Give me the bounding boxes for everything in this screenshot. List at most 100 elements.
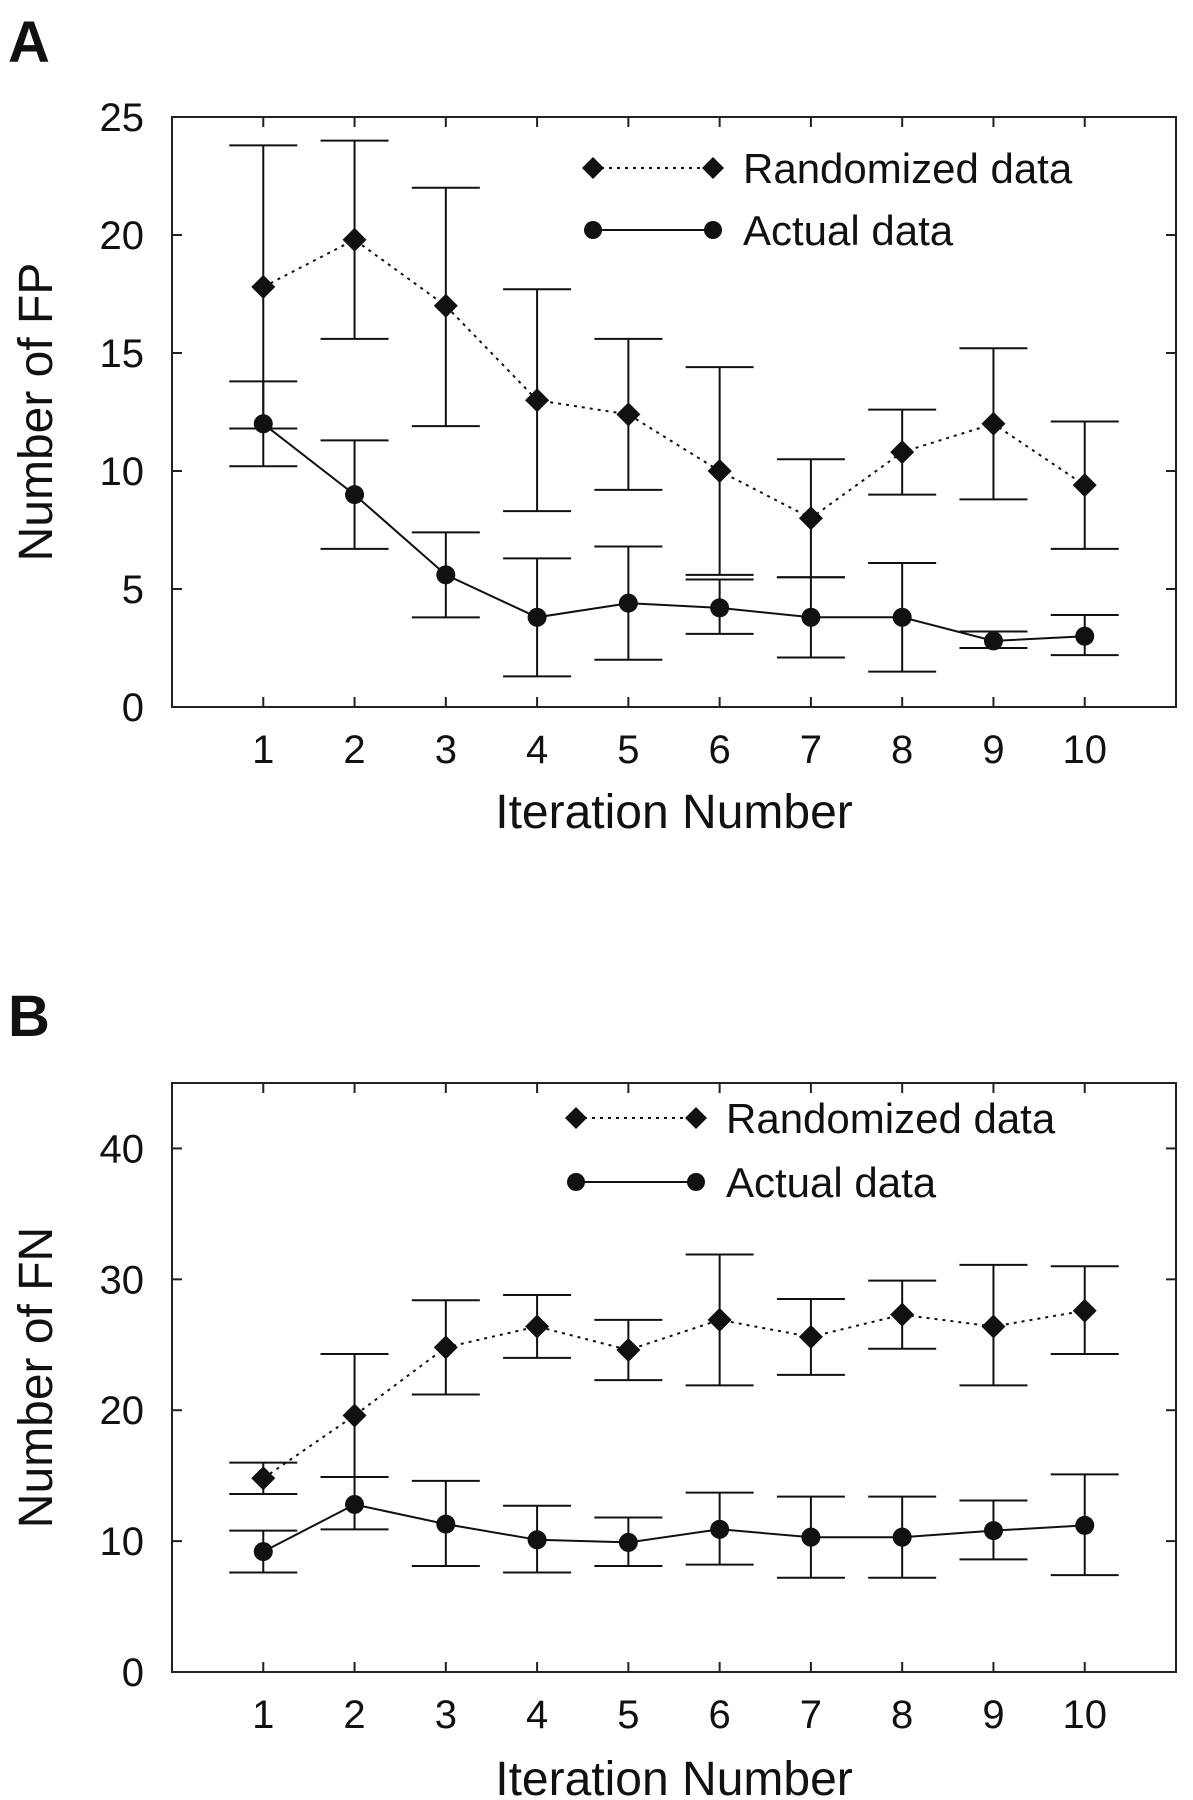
point-circle <box>253 414 273 434</box>
panel-letter: A <box>8 10 50 75</box>
point-circle <box>345 485 365 505</box>
series-line <box>262 423 1085 642</box>
x-tick-label: 10 <box>1062 1693 1107 1737</box>
point-circle <box>527 607 547 627</box>
legend-label: Actual data <box>743 207 954 254</box>
point-diamond <box>616 1338 641 1363</box>
point-circle <box>1075 626 1095 646</box>
x-tick-label: 5 <box>617 728 639 772</box>
x-tick-label: 8 <box>891 1693 913 1737</box>
y-tick-label: 20 <box>100 1389 145 1433</box>
series-line <box>262 1309 1085 1480</box>
x-tick-label: 3 <box>435 728 457 772</box>
point-circle <box>892 1527 912 1547</box>
point-diamond <box>525 388 550 413</box>
legend-label: Randomized data <box>743 145 1073 192</box>
series-randomized <box>229 1253 1119 1495</box>
point-diamond <box>616 402 641 427</box>
point-diamond <box>433 293 458 318</box>
series-actual <box>229 380 1119 678</box>
y-axis-label: Number of FP <box>10 263 63 562</box>
point-circle <box>436 1514 456 1534</box>
x-tick-label: 6 <box>709 1693 731 1737</box>
x-tick-label: 9 <box>982 728 1004 772</box>
series-line <box>262 1503 1085 1553</box>
y-tick-label: 25 <box>100 96 145 140</box>
point-diamond <box>1072 473 1097 498</box>
x-tick-label: 1 <box>252 728 274 772</box>
point-diamond <box>890 440 915 465</box>
y-tick-label: 0 <box>122 1651 144 1695</box>
x-tick-label: 4 <box>526 728 548 772</box>
legend-marker-diamond <box>582 157 604 179</box>
y-tick-label: 10 <box>100 1520 145 1564</box>
point-circle <box>801 607 821 627</box>
legend-marker-diamond <box>702 157 724 179</box>
chart-panel-b: B 0 10 20 30 40 1 2 3 4 5 6 7 8 9 10 Iteration Number Num… <box>8 984 1177 1800</box>
y-tick-label: 10 <box>100 450 145 494</box>
point-diamond <box>981 411 1006 436</box>
point-diamond <box>1072 1298 1097 1323</box>
legend-marker-circle <box>567 1173 585 1191</box>
point-diamond <box>525 1314 550 1339</box>
x-axis-label: Iteration Number <box>495 786 853 839</box>
legend-marker-circle <box>704 221 722 239</box>
point-circle <box>436 565 456 585</box>
x-tick-label: 2 <box>343 1693 365 1737</box>
x-tick-label: 3 <box>435 1693 457 1737</box>
plot-frame <box>171 116 1177 708</box>
point-diamond <box>707 459 732 483</box>
legend-marker-circle <box>687 1173 705 1191</box>
point-circle <box>618 593 638 613</box>
point-diamond <box>251 274 276 299</box>
x-tick-label: 6 <box>709 728 731 772</box>
x-tick-label: 7 <box>800 728 822 772</box>
series-actual <box>229 1473 1119 1579</box>
point-circle <box>527 1530 547 1550</box>
legend-label: Actual data <box>726 1159 937 1206</box>
series-randomized <box>229 139 1119 579</box>
point-diamond <box>890 1302 915 1327</box>
panel-letter: B <box>8 984 50 1049</box>
x-tick-label: 7 <box>800 1693 822 1737</box>
point-circle <box>983 1521 1003 1541</box>
point-circle <box>892 607 912 627</box>
x-axis-label: Iteration Number <box>495 1753 853 1800</box>
x-tick-label: 1 <box>252 1693 274 1737</box>
point-circle <box>618 1532 638 1552</box>
y-tick-label: 30 <box>100 1258 145 1302</box>
y-tick-label: 15 <box>100 332 145 376</box>
x-tick-label: 8 <box>891 728 913 772</box>
point-diamond <box>251 1466 276 1491</box>
plot-frame <box>171 1082 1177 1673</box>
x-tick-label: 2 <box>343 728 365 772</box>
legend: Randomized data Actual data <box>565 1095 1056 1206</box>
point-diamond <box>798 1324 823 1349</box>
point-diamond <box>707 1307 732 1332</box>
series-line <box>262 238 1086 520</box>
x-tick-label: 5 <box>617 1693 639 1737</box>
chart-panel-a: A 0 5 10 15 20 25 1 2 3 4 5 6 7 8 9 10 Iteration Number Nu… <box>8 10 1177 839</box>
y-axis-label: Number of FN <box>10 1227 63 1528</box>
y-tick-label: 0 <box>122 686 144 730</box>
legend-marker-diamond <box>565 1107 587 1129</box>
y-tick-label: 40 <box>100 1127 145 1171</box>
point-circle <box>1075 1515 1095 1535</box>
point-circle <box>345 1494 365 1514</box>
y-tick-label: 20 <box>100 214 145 258</box>
legend-label: Randomized data <box>726 1095 1056 1142</box>
point-diamond <box>798 506 823 531</box>
point-diamond <box>342 227 367 252</box>
legend-marker-circle <box>584 221 602 239</box>
point-circle <box>253 1542 273 1562</box>
point-circle <box>801 1527 821 1547</box>
point-diamond <box>433 1335 458 1360</box>
point-circle <box>983 631 1003 651</box>
point-diamond <box>342 1403 367 1428</box>
x-tick-label: 9 <box>982 1693 1004 1737</box>
y-tick-label: 5 <box>122 568 144 612</box>
point-circle <box>710 1519 730 1539</box>
x-tick-label: 10 <box>1062 728 1107 772</box>
